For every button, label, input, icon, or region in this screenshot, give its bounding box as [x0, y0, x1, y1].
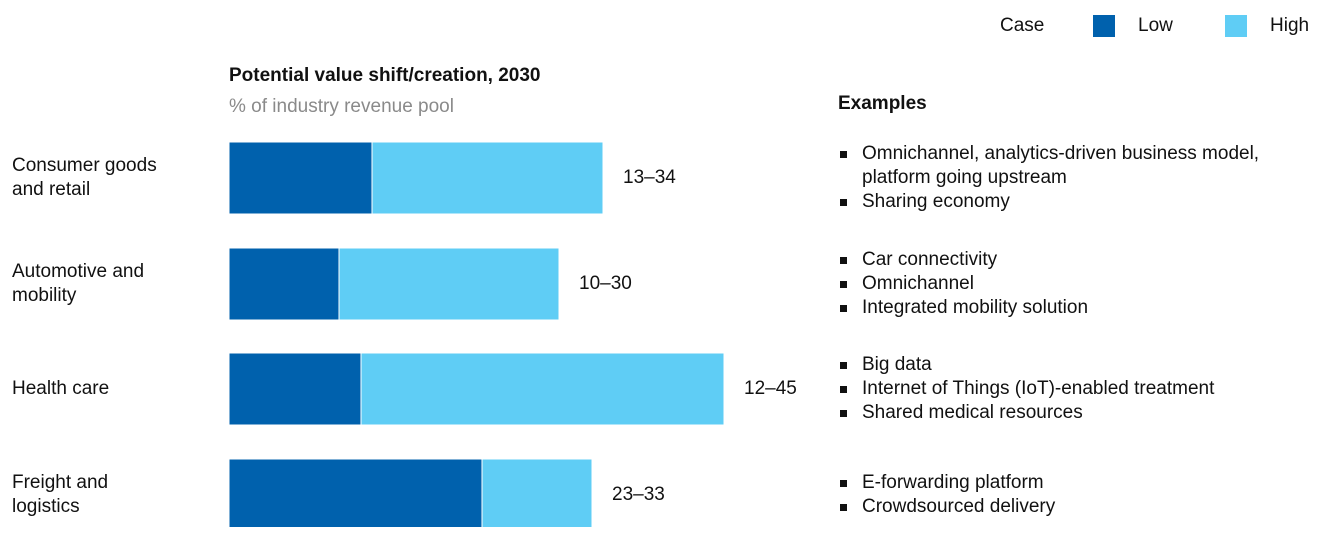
- example-item: Shared medical resources: [838, 401, 1308, 425]
- legend-title: Case: [1000, 15, 1045, 36]
- bar-segment: [228, 141, 373, 215]
- bar-segment: [228, 247, 340, 321]
- example-item: E-forwarding platform: [838, 471, 1308, 495]
- bar-segment: [360, 352, 725, 426]
- page: Case Potential value shift/creation, 203…: [12, 15, 1310, 527]
- range-label: 12–45: [744, 378, 797, 399]
- category-label: Automotive and mobility: [12, 261, 145, 306]
- example-item: Sharing economy: [838, 190, 1308, 214]
- examples-list: Car connectivity Omnichannel Integrated mo…: [838, 234, 1308, 334]
- bar-segment: [481, 458, 593, 527]
- category-label: Freight and logistics: [12, 472, 109, 517]
- range-label: 23–33: [612, 484, 665, 505]
- legend-swatch: [1225, 15, 1247, 37]
- bar-segment: [228, 352, 362, 426]
- range-label: 13–34: [623, 167, 676, 188]
- legend-swatch: [1093, 15, 1115, 37]
- examples-list: E-forwarding platform Crowdsourced delive…: [838, 445, 1308, 545]
- examples-title: Examples: [838, 93, 927, 114]
- example-item: Omnichannel: [838, 272, 1308, 296]
- bar-segment: [228, 458, 483, 527]
- chart-subtitle: % of industry revenue pool: [229, 96, 454, 117]
- example-item: Internet of Things (IoT)-enabled treatme…: [838, 377, 1308, 401]
- bar-segment: [338, 247, 560, 321]
- legend-label: High: [1270, 15, 1310, 36]
- examples-list: Omnichannel, analytics-driven business m…: [838, 128, 1308, 228]
- chart-title: Potential value shift/creation, 2030: [229, 65, 541, 86]
- examples-list: Big data Internet of Things (IoT)-enabled…: [838, 339, 1308, 439]
- category-label: Health care: [12, 378, 110, 399]
- example-item: Integrated mobility solution: [838, 296, 1308, 320]
- example-item: Big data: [838, 353, 1308, 377]
- chart: [228, 141, 725, 527]
- legend-label: Low: [1138, 15, 1173, 36]
- range-label: 10–30: [579, 273, 632, 294]
- example-item: Car connectivity: [838, 248, 1308, 272]
- example-item: Crowdsourced delivery: [838, 495, 1308, 519]
- example-item: Omnichannel, analytics-driven business m…: [838, 142, 1308, 190]
- category-label: Consumer goods and retail: [12, 155, 157, 200]
- bar-segment: [371, 141, 604, 215]
